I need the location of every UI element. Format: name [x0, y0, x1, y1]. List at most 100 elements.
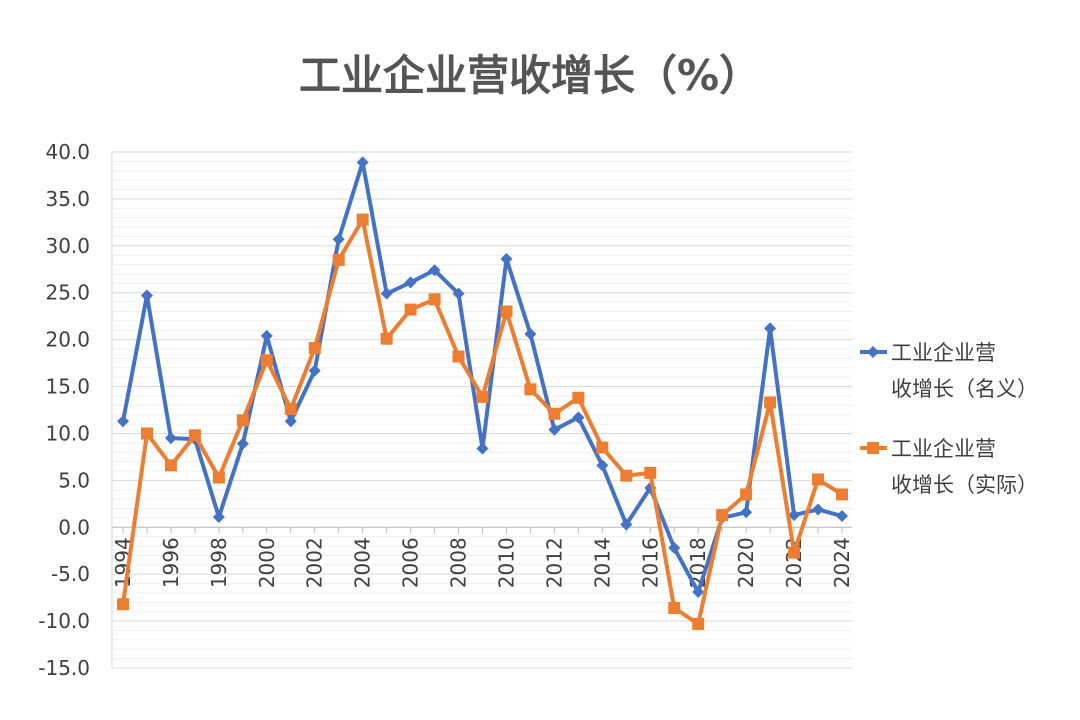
data-point	[380, 332, 393, 345]
legend-item: 工业企业营收增长（实际）	[860, 437, 1038, 497]
data-point	[692, 617, 705, 630]
data-point	[668, 541, 681, 554]
legend: 工业企业营收增长（名义）工业企业营收增长（实际）	[860, 341, 1038, 497]
data-point	[524, 328, 537, 341]
legend-marker	[867, 346, 879, 358]
x-axis	[112, 526, 852, 534]
x-tick-label: 1996	[159, 537, 183, 588]
legend-item: 工业企业营收增长（名义）	[860, 341, 1038, 401]
data-point	[308, 342, 321, 355]
y-tick-label: -10.0	[38, 609, 90, 633]
data-point	[788, 509, 801, 522]
y-tick-label: 40.0	[45, 140, 90, 164]
legend-label-line2: 收增长（名义）	[891, 377, 1038, 401]
data-point	[428, 264, 441, 277]
data-point	[740, 488, 753, 501]
data-point	[260, 329, 273, 342]
data-point	[596, 441, 609, 454]
x-tick-label: 2016	[638, 537, 662, 588]
x-tick-label: 2014	[590, 537, 614, 588]
data-point	[332, 253, 345, 266]
data-point	[140, 427, 153, 440]
data-point	[212, 510, 225, 523]
data-point	[356, 213, 369, 226]
x-tick-label: 2004	[351, 537, 375, 588]
data-point	[452, 350, 465, 363]
data-point	[644, 466, 657, 479]
y-tick-label: 35.0	[45, 187, 90, 211]
data-point	[812, 473, 825, 486]
data-point	[620, 469, 633, 482]
data-point	[380, 287, 393, 300]
gridlines	[111, 151, 852, 669]
y-tick-label: 10.0	[45, 421, 90, 445]
y-tick-label: 5.0	[58, 468, 90, 492]
data-point	[188, 429, 201, 442]
data-point	[332, 233, 345, 246]
data-point	[572, 411, 585, 424]
data-point	[428, 293, 441, 306]
y-tick-label: 20.0	[45, 328, 90, 352]
data-point	[836, 488, 848, 501]
x-tick-label: 2002	[303, 537, 327, 588]
x-tick-label: 2010	[494, 537, 518, 588]
data-point	[596, 459, 609, 472]
data-point	[812, 503, 825, 516]
data-point	[620, 518, 633, 531]
series-2	[117, 213, 848, 630]
data-point	[212, 471, 225, 484]
data-point	[500, 252, 513, 265]
data-point	[740, 506, 753, 519]
legend-label-line2: 收增长（实际）	[891, 473, 1038, 497]
x-tick-label: 2024	[830, 537, 854, 588]
data-point	[548, 407, 561, 420]
data-point	[572, 391, 585, 404]
data-point	[548, 423, 561, 436]
data-point	[452, 287, 465, 300]
chart-title: 工业企业营收增长（%）	[299, 51, 761, 100]
legend-marker	[867, 442, 879, 454]
data-point	[164, 432, 177, 445]
y-tick-label: 30.0	[45, 234, 90, 258]
x-tick-label: 2008	[447, 537, 471, 588]
y-tick-label: -5.0	[51, 562, 90, 586]
data-point	[140, 289, 153, 302]
data-point	[356, 156, 369, 169]
data-point	[404, 303, 417, 316]
data-point	[164, 459, 177, 472]
x-tick-label: 2012	[542, 537, 566, 588]
data-point	[284, 415, 297, 428]
data-point	[500, 305, 513, 318]
series-group	[117, 156, 848, 630]
data-point	[404, 276, 417, 289]
data-point	[764, 396, 777, 409]
data-point	[668, 601, 681, 614]
data-point	[236, 437, 249, 450]
data-point	[836, 510, 848, 523]
data-point	[764, 322, 777, 335]
y-tick-label: 0.0	[58, 515, 90, 539]
data-point	[308, 364, 321, 377]
y-tick-label: 25.0	[45, 281, 90, 305]
legend-label-line1: 工业企业营	[891, 341, 996, 365]
y-axis-ticks: 40.0 35.0 30.0 25.0 20.0 15.0 10.0 5.0 0.0 -5.0 -1…	[38, 140, 90, 680]
data-point	[692, 586, 705, 599]
data-point	[476, 390, 489, 403]
x-tick-label: 2006	[399, 537, 423, 588]
x-tick-label: 2000	[255, 537, 279, 588]
legend-label-line1: 工业企业营	[891, 437, 996, 461]
data-point	[788, 546, 801, 559]
data-point	[284, 403, 297, 416]
x-tick-label: 1998	[207, 537, 231, 588]
data-point	[476, 442, 489, 455]
data-point	[260, 354, 273, 367]
data-point	[716, 509, 729, 522]
x-tick-label: 2020	[734, 537, 758, 588]
data-point	[117, 598, 129, 611]
y-tick-label: 15.0	[45, 375, 90, 399]
data-point	[117, 415, 129, 428]
y-tick-label: -15.0	[38, 656, 90, 680]
data-point	[524, 383, 537, 396]
x-axis-ticks: 1994 1996 1998 2000 2002 2004 2006 2008 2010 2012…	[111, 537, 854, 588]
